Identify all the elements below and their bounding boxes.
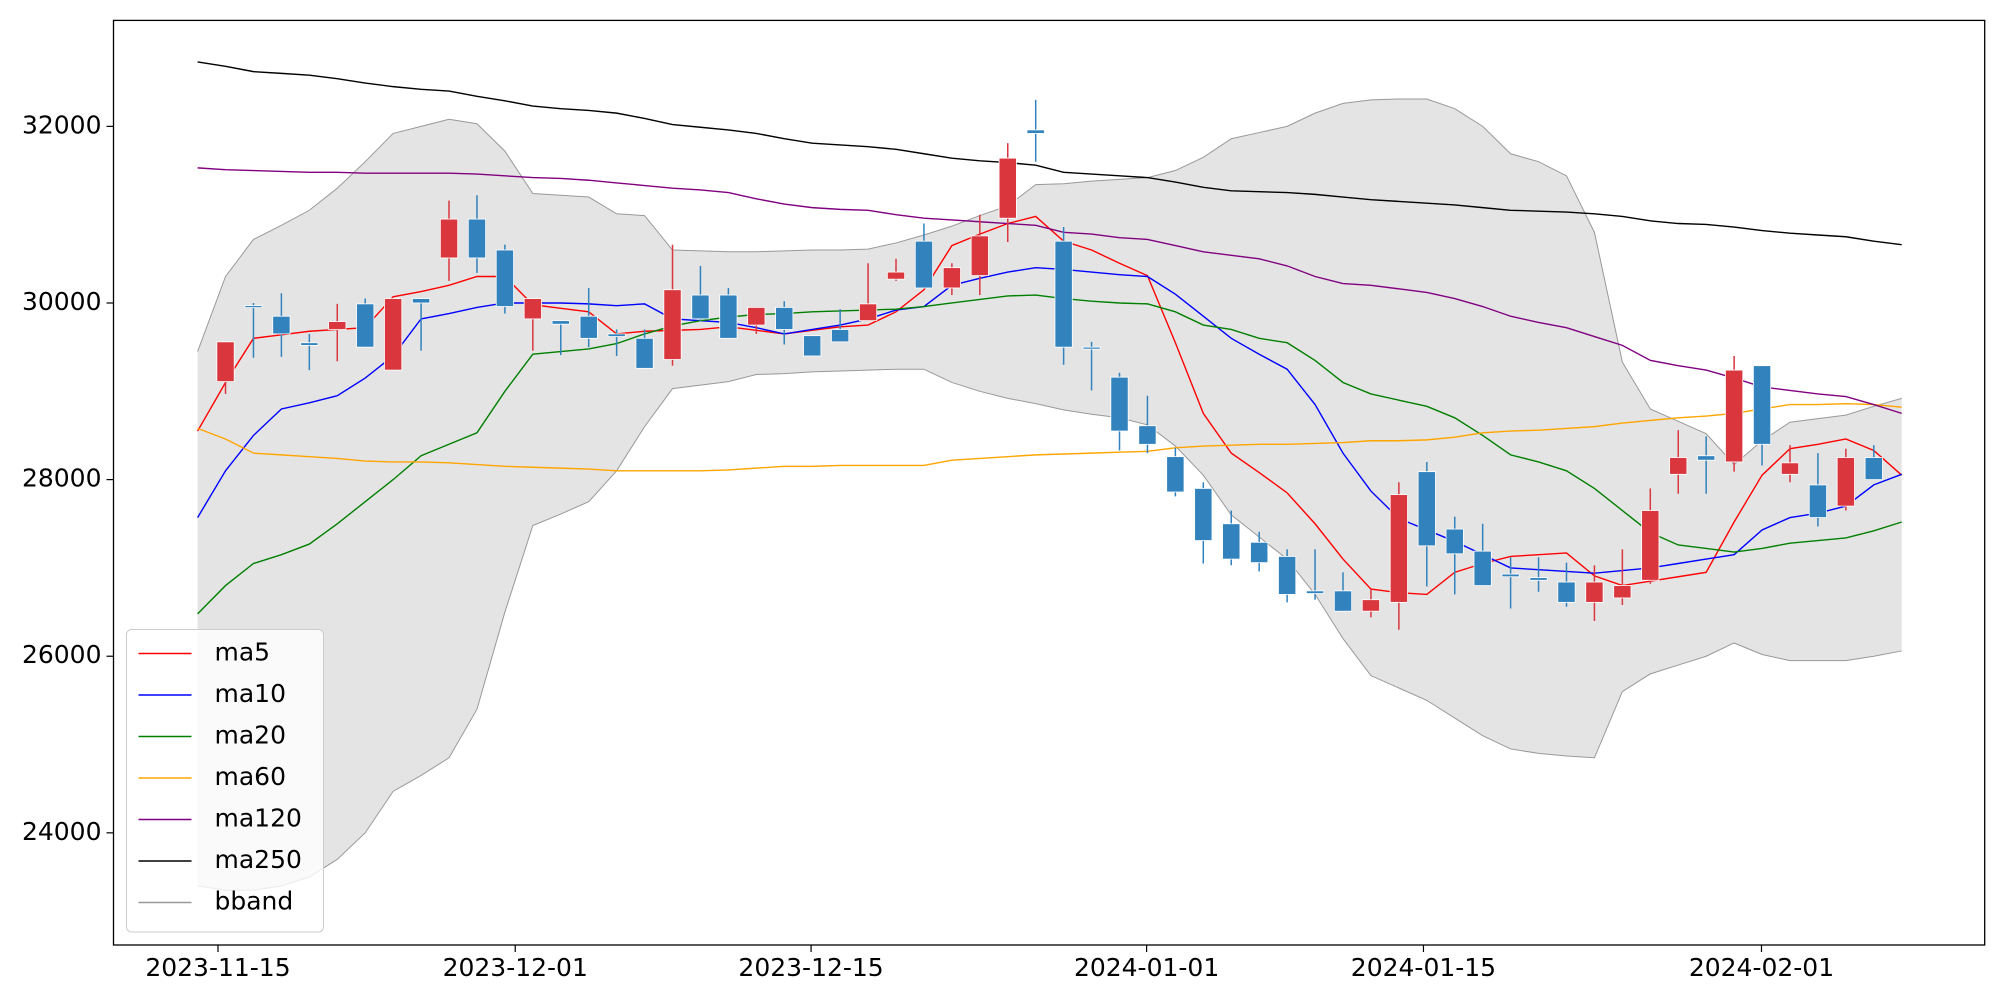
candle-body <box>1752 365 1772 445</box>
candle-body <box>244 305 263 309</box>
legend-label: ma120 <box>215 804 302 833</box>
bband-area <box>197 98 1902 891</box>
candle-body <box>1445 528 1464 555</box>
candle-body <box>635 337 654 369</box>
candle-body <box>1501 573 1520 578</box>
candle-body <box>998 157 1017 219</box>
plot-frame <box>112 19 1986 946</box>
bband-upper <box>197 98 1902 466</box>
candle-body <box>1166 456 1185 493</box>
candle-body <box>1194 488 1213 541</box>
candle-body <box>1585 581 1604 603</box>
candle-body <box>1361 599 1380 612</box>
candle-body <box>1054 240 1073 348</box>
candle-body <box>579 315 598 339</box>
y-tick-label: 26000 <box>22 640 102 669</box>
candle-body <box>1026 129 1045 134</box>
y-tick-label: 24000 <box>22 817 102 846</box>
ma-line <box>196 266 1902 574</box>
legend-label: ma20 <box>215 721 286 750</box>
y-tick-label: 30000 <box>22 287 102 316</box>
legend: ma5 ma10 ma20 ma60 ma120 ma250 bband <box>126 629 324 933</box>
candle-body <box>970 235 989 277</box>
y-tick-label: 32000 <box>22 110 102 139</box>
legend-box <box>126 629 324 933</box>
candle-body <box>1278 556 1297 595</box>
candle-body <box>328 321 347 330</box>
ma-line <box>197 402 1902 472</box>
candle-body <box>719 294 738 339</box>
ma-line <box>197 294 1902 615</box>
candle-body <box>859 303 878 322</box>
x-tick-label: 2023-12-15 <box>738 953 883 982</box>
legend-label: ma5 <box>215 638 271 667</box>
candle-body <box>523 298 542 320</box>
candle-body <box>803 335 822 357</box>
ma-line <box>197 61 1902 246</box>
x-tick-label: 2024-02-01 <box>1689 953 1834 982</box>
legend-label: bband <box>215 887 294 916</box>
candle-body <box>1808 484 1827 518</box>
candle-body <box>1529 577 1548 581</box>
candle-body <box>1250 541 1269 564</box>
candle-body <box>216 341 235 382</box>
candle-body <box>1333 590 1353 612</box>
candle-body <box>607 333 626 337</box>
candle-body <box>356 303 375 348</box>
candle-body <box>1138 425 1157 445</box>
x-tick-label: 2024-01-01 <box>1074 953 1219 982</box>
ma-line <box>197 167 1902 415</box>
candle-body <box>1473 550 1492 586</box>
legend-label: ma10 <box>215 679 286 708</box>
candle-body <box>272 315 291 335</box>
candle-body <box>942 267 961 289</box>
candle-body <box>384 298 403 371</box>
x-tick-label: 2023-12-01 <box>443 953 588 982</box>
candle-body <box>495 249 514 307</box>
candle-body <box>1082 346 1101 350</box>
candle-body <box>439 218 459 259</box>
legend-label: ma60 <box>215 762 286 791</box>
candle-body <box>1305 590 1325 594</box>
bband-lower <box>197 368 1902 891</box>
legend-label: ma250 <box>215 845 302 874</box>
candle-body <box>1864 457 1883 481</box>
candle-body <box>1417 471 1436 547</box>
candle-body <box>1222 523 1241 560</box>
candle-body <box>412 298 431 304</box>
candle-body <box>914 240 934 289</box>
candle-body <box>467 218 487 259</box>
candle-body <box>1389 494 1408 603</box>
candle-body <box>886 271 906 280</box>
candle-body <box>551 320 570 325</box>
candle-body <box>1836 457 1855 507</box>
candle-body <box>831 329 850 343</box>
y-tick-label: 28000 <box>22 464 102 493</box>
candle-body <box>1697 455 1716 461</box>
x-tick-label: 2024-01-15 <box>1351 953 1496 982</box>
candle-body <box>1669 457 1688 475</box>
x-tick-label: 2023-11-15 <box>145 953 290 982</box>
candle-body <box>1110 376 1129 432</box>
candle-body <box>1613 585 1632 599</box>
candle-body <box>1780 462 1800 475</box>
candle-body <box>691 294 710 320</box>
candle-body <box>1557 581 1576 603</box>
candle-body <box>663 289 682 360</box>
candle-body <box>300 342 319 346</box>
candle-body <box>775 307 794 330</box>
candle-body <box>1641 510 1660 581</box>
candle-body <box>747 307 766 326</box>
candle-body <box>1725 369 1744 463</box>
